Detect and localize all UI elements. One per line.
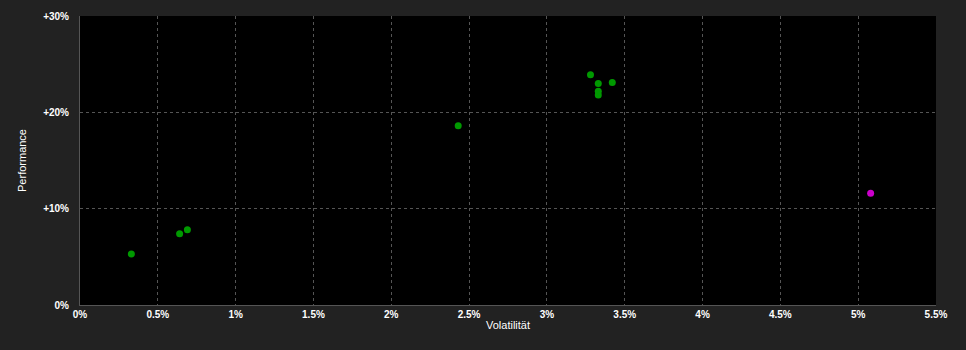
svg-text:3%: 3% — [540, 309, 555, 320]
svg-text:0%: 0% — [55, 300, 70, 311]
svg-text:1%: 1% — [228, 309, 243, 320]
svg-text:2.5%: 2.5% — [458, 309, 481, 320]
svg-text:Volatilität: Volatilität — [486, 319, 530, 331]
svg-text:0.5%: 0.5% — [146, 309, 169, 320]
svg-text:5.5%: 5.5% — [925, 309, 948, 320]
svg-text:+10%: +10% — [43, 203, 69, 214]
svg-text:5%: 5% — [851, 309, 866, 320]
svg-text:1.5%: 1.5% — [302, 309, 325, 320]
svg-text:4%: 4% — [695, 309, 710, 320]
svg-text:4.5%: 4.5% — [769, 309, 792, 320]
svg-text:3.5%: 3.5% — [613, 309, 636, 320]
svg-text:+20%: +20% — [43, 107, 69, 118]
svg-text:+30%: +30% — [43, 11, 69, 22]
svg-text:0%: 0% — [73, 309, 88, 320]
svg-text:2%: 2% — [384, 309, 399, 320]
svg-text:Performance: Performance — [16, 129, 28, 192]
